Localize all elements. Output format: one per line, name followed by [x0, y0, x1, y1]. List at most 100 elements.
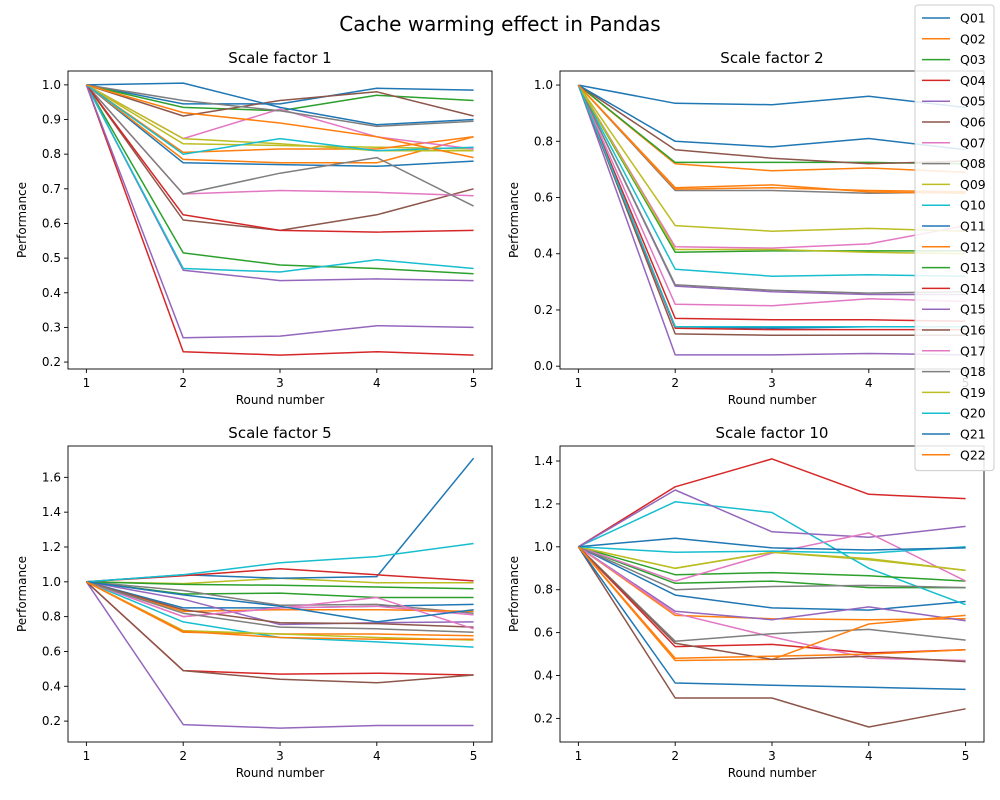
y-tick-label: 0.4 [534, 247, 553, 261]
y-tick-label: 1.0 [534, 78, 553, 92]
series-line-q14 [85, 84, 474, 233]
y-tick-label: 0.2 [534, 711, 553, 725]
series-line-q11 [86, 84, 474, 105]
series-line-q05 [577, 546, 966, 622]
series-line-q08 [577, 546, 966, 642]
y-tick-label: 0.8 [534, 134, 553, 148]
series-line-q04 [577, 84, 966, 322]
y-tick-label: 0.6 [534, 626, 553, 640]
series-line-q18 [86, 84, 474, 128]
series-line-q18 [578, 546, 966, 591]
series-line-q22 [86, 581, 474, 641]
series-line-q09 [577, 84, 966, 232]
series-line-q22 [86, 84, 474, 159]
subplot-title: Scale factor 1 [228, 49, 331, 67]
series-line-q06 [577, 546, 966, 728]
x-tick-label: 2 [179, 376, 187, 390]
series-line-q16 [577, 546, 966, 663]
series-line-q22 [577, 546, 966, 660]
x-tick-label: 2 [671, 376, 679, 390]
series-line-q20 [86, 542, 474, 583]
legend-entry: Q13 [960, 260, 986, 275]
x-tick-label: 5 [470, 376, 478, 390]
x-axis-label: Round number [236, 393, 325, 407]
y-axis-label: Performance [15, 182, 29, 258]
series-line-q18 [86, 581, 474, 634]
series-line-q10 [85, 84, 474, 273]
series-line-q05 [85, 581, 474, 729]
legend-entry: Q16 [960, 323, 986, 338]
series-line-q02 [577, 546, 966, 621]
series-line-q15 [86, 581, 474, 626]
x-tick-label: 3 [768, 749, 776, 763]
legend-entry: Q10 [960, 198, 986, 213]
y-tick-label: 1.4 [534, 454, 553, 468]
series-line-q06 [85, 581, 474, 684]
series-line-q10 [577, 84, 966, 277]
legend-entry: Q09 [960, 177, 986, 192]
y-tick-label: 0.6 [42, 644, 61, 658]
x-tick-label: 3 [276, 749, 284, 763]
y-tick-label: 0.6 [534, 191, 553, 205]
y-tick-label: 0.4 [42, 679, 61, 693]
series-line-q01 [578, 546, 966, 611]
legend-entry: Q20 [960, 406, 986, 421]
legend-entry: Q04 [960, 73, 986, 88]
y-tick-label: 0.2 [42, 714, 61, 728]
series-line-q12 [86, 581, 474, 613]
y-tick-label: 0.2 [534, 303, 553, 317]
series-line-q10 [578, 501, 966, 606]
series-line-q13 [578, 546, 966, 582]
series-line-q15 [85, 84, 474, 339]
series-line-q09 [86, 84, 474, 150]
legend-entry: Q07 [960, 135, 986, 150]
legend-entry: Q22 [960, 447, 986, 462]
legend-entry: Q15 [960, 302, 986, 317]
subplot-title: Scale factor 2 [720, 49, 823, 67]
series-line-q15 [578, 489, 966, 548]
series-line-q21 [578, 537, 966, 551]
series-line-q13 [577, 84, 966, 254]
series-line-q05 [85, 84, 474, 282]
series-line-q19 [86, 84, 474, 152]
series-line-q04 [85, 581, 474, 676]
x-tick-label: 3 [276, 376, 284, 390]
series-line-q07 [577, 546, 966, 662]
x-tick-label: 5 [470, 749, 478, 763]
series-line-q17 [577, 84, 966, 307]
legend-entry: Q01 [960, 11, 986, 26]
series-line-q18 [577, 84, 966, 294]
y-tick-label: 0.3 [42, 320, 61, 334]
series-line-q12 [85, 84, 474, 154]
x-tick-label: 2 [671, 749, 679, 763]
y-axis-label: Performance [15, 556, 29, 632]
legend-entry: Q02 [960, 31, 986, 46]
x-tick-label: 1 [575, 376, 583, 390]
y-tick-label: 0.8 [534, 583, 553, 597]
subplot-2: Scale factor 2123450.00.20.40.60.81.0Rou… [507, 49, 985, 407]
legend-entry: Q17 [960, 343, 986, 358]
legend-entry: Q05 [960, 94, 986, 109]
y-tick-label: 0.4 [534, 669, 553, 683]
legend-entry: Q12 [960, 239, 986, 254]
x-tick-label: 1 [83, 749, 91, 763]
y-tick-label: 0.8 [42, 610, 61, 624]
subplot-title: Scale factor 5 [228, 424, 331, 442]
x-axis-label: Round number [728, 766, 817, 780]
series-line-q11 [577, 546, 966, 691]
series-line-q22 [577, 84, 966, 193]
series-line-q14 [86, 568, 474, 583]
series-line-q20 [577, 84, 966, 328]
x-tick-label: 4 [373, 376, 381, 390]
y-tick-label: 0.2 [42, 355, 61, 369]
series-line-q17 [86, 581, 474, 630]
x-tick-label: 1 [83, 376, 91, 390]
y-tick-label: 0.9 [42, 113, 61, 127]
series-line-q20 [578, 546, 966, 554]
series-line-q16 [577, 84, 966, 337]
y-tick-label: 1.2 [534, 497, 553, 511]
y-tick-label: 1.6 [42, 470, 61, 484]
series-line-q06 [577, 84, 966, 165]
y-tick-label: 1.4 [42, 505, 61, 519]
x-tick-label: 4 [865, 376, 873, 390]
